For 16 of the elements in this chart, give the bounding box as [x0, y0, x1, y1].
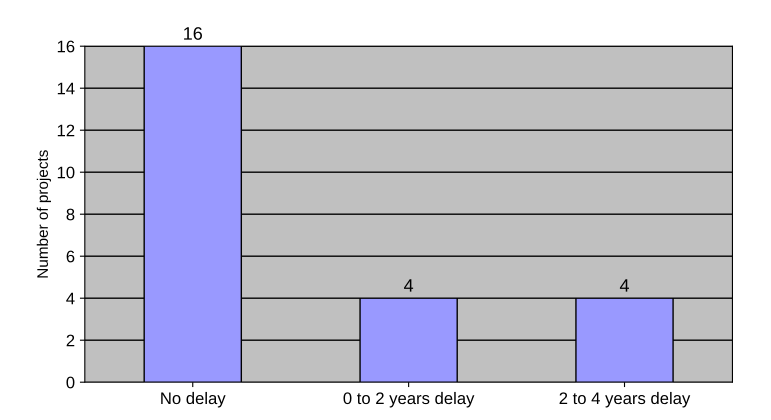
y-tick-label: 12 [58, 124, 74, 136]
x-tick-label: 2 to 4 years delay [560, 392, 690, 408]
y-tick-label: 16 [58, 40, 74, 52]
data-label: 4 [404, 279, 414, 292]
data-label: 16 [184, 27, 202, 40]
y-tick-label: 6 [66, 250, 74, 262]
x-tick-label: 0 to 2 years delay [344, 392, 474, 408]
y-tick-label: 2 [66, 334, 74, 346]
y-axis-title: Number of projects [36, 150, 51, 278]
x-tick-label: No delay [161, 392, 226, 408]
y-tick-label: 14 [58, 82, 75, 94]
data-label: 4 [620, 279, 630, 292]
y-tick-label: 8 [66, 208, 74, 220]
y-tick-label: 4 [66, 292, 75, 304]
y-tick-label: 0 [66, 376, 74, 388]
y-tick-label: 10 [58, 166, 74, 178]
